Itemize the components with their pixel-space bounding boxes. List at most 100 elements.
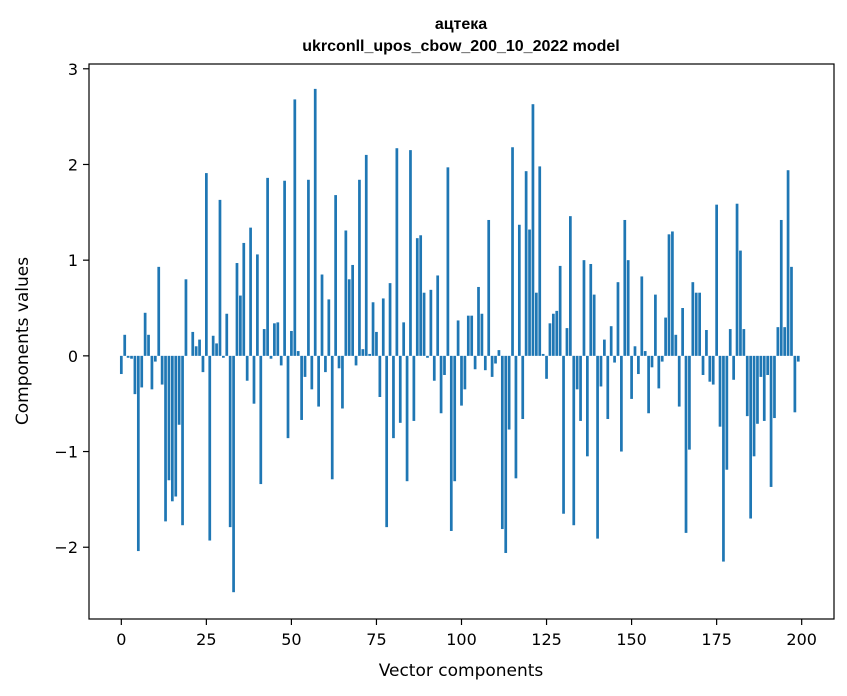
bar-component-45 [273, 323, 276, 356]
bar-component-51 [293, 99, 297, 356]
bar-component-185 [749, 355, 753, 519]
bar-component-44 [269, 355, 273, 359]
bar-component-166 [684, 355, 688, 533]
x-tick-label: 200 [786, 630, 817, 649]
bar-component-115 [511, 147, 514, 356]
bar-component-31 [225, 313, 229, 356]
bar-component-177 [722, 355, 725, 562]
bar-component-83 [402, 322, 406, 356]
bar-component-46 [276, 322, 280, 356]
bar-component-77 [381, 298, 385, 356]
bar-component-122 [534, 292, 538, 356]
bar-component-79 [388, 283, 392, 356]
bar-component-108 [487, 219, 491, 356]
bar-component-21 [191, 331, 195, 356]
bar-component-189 [762, 355, 766, 421]
bar-component-87 [415, 238, 419, 356]
bar-component-76 [378, 355, 382, 397]
bar-component-194 [779, 219, 783, 356]
bar-component-104 [473, 355, 477, 370]
bar-component-95 [443, 355, 446, 375]
bar-component-118 [521, 355, 525, 420]
bar-component-30 [222, 355, 225, 358]
bar-component-4 [133, 355, 137, 395]
bar-component-176 [718, 355, 722, 427]
bar-component-190 [766, 355, 770, 375]
bar-component-16 [174, 355, 178, 497]
bar-component-1 [123, 334, 127, 356]
bar-component-64 [337, 355, 341, 369]
bar-component-28 [215, 343, 218, 356]
x-tick-label: 75 [366, 630, 386, 649]
bar-component-141 [599, 355, 603, 387]
y-tick-label: 3 [68, 60, 78, 79]
bar-component-37 [245, 355, 249, 381]
bar-component-148 [623, 219, 627, 356]
bar-component-158 [657, 355, 661, 389]
bar-component-63 [334, 195, 337, 356]
bar-component-55 [307, 179, 310, 356]
bar-component-84 [405, 355, 409, 482]
bar-component-22 [194, 346, 198, 356]
bar-component-9 [150, 355, 154, 390]
bar-component-26 [208, 355, 212, 541]
bar-component-133 [572, 355, 576, 526]
bar-component-107 [483, 355, 487, 371]
bar-component-33 [232, 355, 235, 593]
bar-component-181 [735, 203, 739, 356]
bar-component-179 [728, 329, 732, 356]
bar-component-89 [422, 292, 426, 356]
bar-component-120 [528, 229, 531, 356]
x-axis-ticks: 0 25 50 75 100 125 150 175 200 [116, 619, 817, 649]
bar-component-146 [616, 282, 620, 356]
bar-component-34 [235, 263, 239, 356]
bar-component-183 [742, 329, 746, 356]
bar-component-35 [239, 295, 242, 356]
bar-component-163 [674, 334, 678, 356]
bar-component-39 [252, 355, 256, 404]
bar-component-151 [633, 346, 637, 356]
bar-component-135 [579, 355, 582, 421]
bar-component-106 [480, 313, 484, 356]
x-axis-label: Vector components [379, 661, 544, 681]
bar-component-137 [586, 355, 589, 457]
bar-component-152 [637, 355, 640, 375]
x-tick-label: 0 [116, 630, 126, 649]
bar-component-197 [790, 266, 793, 356]
bar-component-81 [395, 148, 399, 356]
bar-component-12 [160, 355, 164, 385]
x-tick-label: 25 [196, 630, 216, 649]
bar-component-117 [517, 224, 521, 356]
bar-component-75 [375, 331, 378, 356]
bar-component-150 [630, 355, 633, 399]
bar-component-86 [412, 355, 416, 421]
bar-component-36 [242, 242, 246, 356]
y-axis-label: Components values [13, 257, 33, 425]
bar-component-73 [368, 353, 372, 356]
y-tick-label: 1 [68, 251, 78, 270]
bar-component-123 [538, 166, 542, 356]
bar-component-32 [228, 355, 232, 528]
bar-component-172 [705, 330, 708, 356]
bar-component-0 [119, 355, 123, 375]
bar-component-182 [739, 250, 742, 356]
bar-component-60 [324, 355, 327, 373]
bar-component-17 [177, 355, 181, 425]
bar-component-174 [711, 355, 715, 385]
bar-component-142 [603, 339, 606, 356]
bar-component-109 [490, 355, 494, 377]
bar-component-15 [170, 355, 174, 502]
bar-component-27 [211, 335, 215, 356]
bar-component-96 [446, 167, 450, 356]
y-tick-label: −1 [54, 443, 78, 462]
bar-component-6 [140, 355, 144, 388]
y-tick-label: −2 [54, 538, 78, 557]
bar-component-13 [164, 355, 167, 522]
bar-component-116 [514, 355, 518, 479]
bar-component-134 [575, 355, 579, 390]
bar-component-140 [596, 355, 599, 539]
bar-component-126 [548, 323, 552, 356]
bar-component-167 [688, 355, 691, 450]
y-tick-label: 2 [68, 155, 78, 174]
bar-component-23 [198, 339, 201, 356]
